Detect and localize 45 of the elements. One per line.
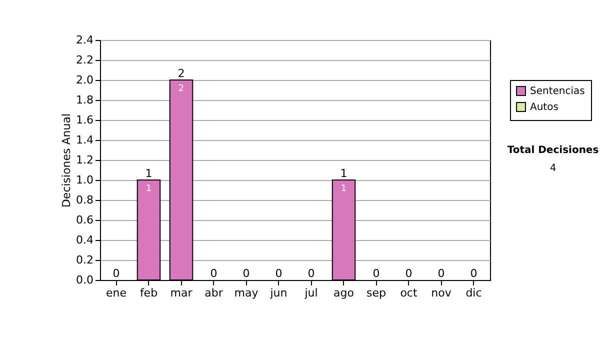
- legend-label: Sentencias: [530, 86, 585, 97]
- total-label: 1: [145, 167, 152, 180]
- y-axis-title: Decisiones Anual: [60, 113, 74, 208]
- y-tick-label: 0.0: [76, 274, 94, 286]
- x-tick-label: feb: [140, 286, 158, 300]
- total-label: 1: [340, 167, 348, 180]
- y-tick-label: 0.4: [76, 234, 94, 246]
- y-tick-label: 2.2: [76, 54, 94, 66]
- y-tick-label: 2.0: [76, 74, 94, 86]
- total-label: 0: [438, 267, 445, 280]
- x-tick-label: jul: [304, 286, 318, 300]
- text: Total Decisiones: [507, 145, 599, 156]
- x-tick-label: dic: [466, 286, 482, 300]
- total-label: 0: [470, 267, 478, 280]
- x-tick-label: jun: [269, 286, 288, 300]
- total-label: 0: [210, 267, 218, 280]
- total-label: 0: [112, 267, 120, 280]
- data-label: 2: [178, 84, 184, 94]
- legend-label: Autos: [530, 102, 558, 113]
- x-tick-label: sep: [366, 286, 386, 300]
- total-label: 2: [178, 67, 185, 80]
- total-label: 0: [372, 267, 380, 280]
- y-tick-label: 0.8: [76, 194, 94, 206]
- x-tick-label: ago: [334, 286, 354, 300]
- y-tick-label: 1.8: [76, 94, 94, 106]
- x-tick-label: ene: [106, 286, 127, 300]
- y-tick-label: 1.0: [76, 174, 94, 186]
- total-label: 0: [242, 267, 250, 280]
- y-tick-label: 1.2: [76, 154, 94, 166]
- total-label: 0: [405, 267, 412, 280]
- y-tick-label: 0.2: [76, 254, 94, 266]
- x-tick-label: oct: [400, 286, 418, 300]
- text: 4: [550, 163, 556, 174]
- y-tick-label: 2.4: [76, 34, 94, 46]
- y-tick-label: 0.6: [76, 214, 94, 226]
- x-tick-label: may: [234, 286, 259, 300]
- data-label: 1: [340, 184, 347, 194]
- total-label: 0: [275, 267, 282, 280]
- x-tick-label: mar: [170, 286, 193, 300]
- data-label: 1: [146, 184, 152, 194]
- total-label: 0: [308, 267, 315, 280]
- x-tick-label: abr: [204, 286, 224, 300]
- x-tick-label: nov: [431, 286, 452, 300]
- y-tick-label: 1.6: [76, 114, 94, 126]
- y-tick-label: 1.4: [76, 134, 94, 146]
